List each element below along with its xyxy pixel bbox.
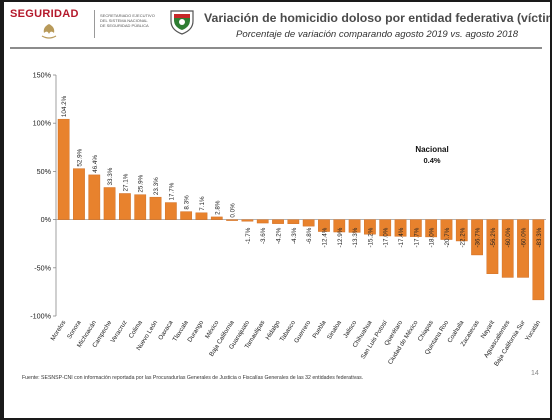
data-label: -12.9% xyxy=(337,227,344,247)
chart-title: Variación de homicidio doloso por entida… xyxy=(204,11,550,25)
data-label: -15.2% xyxy=(367,227,374,247)
agency-line-3: DE SEGURIDAD PÚBLICA xyxy=(100,23,149,28)
data-label: -60.0% xyxy=(505,227,512,247)
data-label: -17.4% xyxy=(398,227,405,247)
data-label: -18.0% xyxy=(429,227,436,247)
nacional-value: 0.4% xyxy=(423,156,440,165)
data-label: 104.2% xyxy=(61,95,68,117)
y-tick-label: -100% xyxy=(30,312,51,321)
eagle-emblem-icon xyxy=(41,24,57,39)
bar xyxy=(226,219,238,221)
data-label: -6.8% xyxy=(306,227,313,244)
data-label: -3.6% xyxy=(260,227,267,244)
data-label: 33.3% xyxy=(107,167,114,185)
category-label: Sinaloa xyxy=(326,319,343,341)
data-label: -36.7% xyxy=(475,227,482,247)
sesnsp-seal-icon xyxy=(170,10,194,35)
data-label: 52.9% xyxy=(76,148,83,166)
data-label: 0.0% xyxy=(230,203,237,218)
bar xyxy=(471,219,483,256)
bar xyxy=(409,219,422,237)
bar xyxy=(241,219,254,222)
bar xyxy=(210,216,223,220)
y-tick-label: 100% xyxy=(33,119,52,128)
bar xyxy=(195,212,208,220)
bar xyxy=(134,194,147,220)
y-tick-label: 50% xyxy=(37,167,52,176)
header-rule xyxy=(10,47,542,49)
page-number: 14 xyxy=(531,370,539,377)
bar xyxy=(379,219,392,237)
agency-name: SECRETARIADO EJECUTIVO DEL SISTEMA NACIO… xyxy=(100,13,170,28)
bar xyxy=(302,219,315,227)
bar xyxy=(180,211,193,220)
data-label: -4.3% xyxy=(291,227,298,244)
bar xyxy=(149,196,162,220)
data-label: 2.8% xyxy=(214,200,221,215)
data-label: 8.3% xyxy=(184,195,191,210)
data-label: -20.7% xyxy=(444,227,451,247)
nacional-label: Nacional xyxy=(415,145,448,154)
chart-subtitle: Porcentaje de variación comparando agost… xyxy=(236,29,519,40)
slide: SEGURIDAD SECRETARIADO EJECUTIVO DEL SIS… xyxy=(4,2,550,418)
bar xyxy=(88,174,101,220)
bar xyxy=(501,219,514,278)
data-label: 27.1% xyxy=(122,173,129,191)
data-label: -83.3% xyxy=(536,227,543,247)
data-label: -60.0% xyxy=(521,227,528,247)
bar xyxy=(348,219,361,233)
data-label: -12.4% xyxy=(321,227,328,247)
data-label: -1.7% xyxy=(245,227,252,244)
data-label: 23.3% xyxy=(153,177,160,195)
data-label: -56.2% xyxy=(490,227,497,247)
logo-seguridad: SEGURIDAD xyxy=(10,8,79,20)
bar xyxy=(455,219,468,242)
bar xyxy=(272,219,284,224)
data-label: 7.1% xyxy=(199,196,206,211)
data-label: -17.7% xyxy=(413,227,420,247)
bar xyxy=(364,219,376,235)
bar xyxy=(103,187,116,220)
bar xyxy=(119,193,131,220)
source-note: Fuente: SESNSP-CNI con información repor… xyxy=(22,375,364,381)
bar xyxy=(73,168,85,220)
y-tick-label: 0% xyxy=(41,215,52,224)
bar xyxy=(318,219,330,232)
data-label: 46.4% xyxy=(92,155,99,173)
bar xyxy=(486,219,499,274)
header-divider xyxy=(94,10,95,38)
bar xyxy=(57,118,70,220)
data-label: -4.2% xyxy=(276,227,283,244)
bar xyxy=(287,219,300,224)
bar xyxy=(394,219,407,237)
data-label: -17.0% xyxy=(383,227,390,247)
bar xyxy=(440,219,453,240)
bar-chart: 150% 100% 50% 0% -50% -100% 104.2% Morelos 52.9%… xyxy=(30,71,546,368)
category-label: Morelos xyxy=(50,319,68,342)
data-label: -22.2% xyxy=(459,227,466,247)
bar xyxy=(256,219,269,224)
agency-line-1: SECRETARIADO EJECUTIVO xyxy=(100,13,155,18)
y-tick-label: -50% xyxy=(34,263,51,272)
bar xyxy=(517,219,529,278)
data-label: -13.3% xyxy=(352,227,359,247)
bar xyxy=(425,219,438,238)
category-label: Yucatán xyxy=(524,319,542,342)
y-tick-label: 150% xyxy=(33,71,52,80)
bar xyxy=(532,219,545,301)
header: SEGURIDAD SECRETARIADO EJECUTIVO DEL SIS… xyxy=(4,2,550,50)
bar xyxy=(333,219,346,233)
agency-line-2: DEL SISTEMA NACIONAL xyxy=(100,18,148,23)
data-label: 17.7% xyxy=(168,182,175,200)
data-label: 25.9% xyxy=(138,174,145,192)
category-label: Durango xyxy=(186,319,205,344)
bar xyxy=(164,202,177,220)
